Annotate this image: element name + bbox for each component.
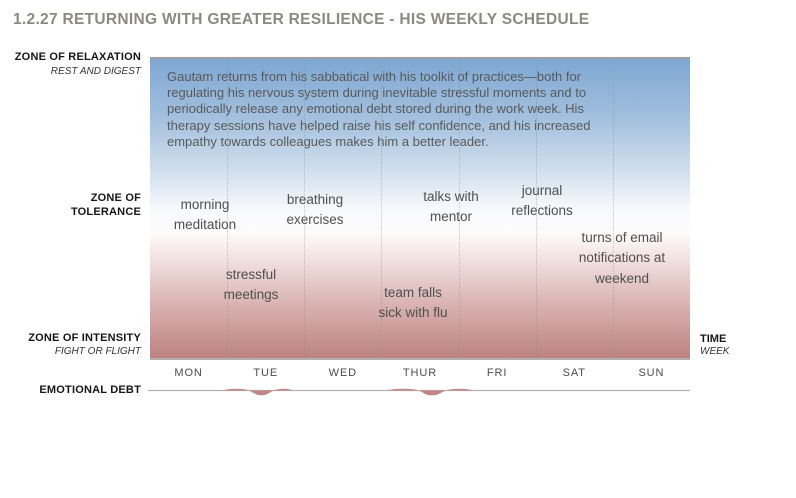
annotation-team-sick-flu: team falls sick with flu [378,285,448,321]
annotation-breathing-exercises: breathing exercises [286,192,344,228]
debt-spike-tue [222,388,293,396]
zone-tolerance-label: ZONE OF TOLERANCE [70,192,141,218]
zone-intensity-sublabel: FIGHT OR FLIGHT [54,346,141,357]
emotional-debt-line [148,388,690,396]
time-axis-sublabel: WEEK [700,346,730,357]
annotation-talks-with-mentor: talks with mentor [423,189,479,225]
day-gridline [613,59,614,358]
annotation-journal-reflections: journal reflections [511,183,573,219]
zone-relaxation-sublabel: REST AND DIGEST [50,66,141,77]
day-label-wed: WED [328,367,358,379]
emotional-debt-label: EMOTIONAL DEBT [39,384,141,396]
day-label-thur: THUR [402,367,438,379]
zone-relaxation-label: ZONE OF RELAXATION [14,51,141,63]
day-gridline [459,59,460,358]
page-title: 1.2.27 RETURNING WITH GREATER RESILIENCE… [13,11,590,28]
day-axis: MON TUE WED THUR FRI SAT SUN [150,367,690,379]
day-label-sat: SAT [562,367,586,379]
day-gridline [381,59,382,358]
annotation-stressful-meetings: stressful meetings [223,267,279,303]
day-label-mon: MON [174,367,203,379]
day-label-tue: TUE [253,367,279,379]
day-gridline [227,59,228,358]
time-axis-label: TIME [700,333,727,345]
annotation-morning-meditation: morning meditation [173,197,237,233]
annotation-email-notifications: turns of email notifications at weekend [578,230,666,286]
day-label-sun: SUN [638,367,665,379]
zones-chart-canvas: Gautam returns from his sabbatical with … [150,57,690,360]
day-label-fri: FRI [486,367,508,379]
day-gridline [536,59,537,358]
zone-intensity-label: ZONE OF INTENSITY [28,332,141,344]
day-gridline [304,59,305,358]
debt-spike-thur [386,388,474,396]
narrative-text: Gautam returns from his sabbatical with … [167,69,591,149]
